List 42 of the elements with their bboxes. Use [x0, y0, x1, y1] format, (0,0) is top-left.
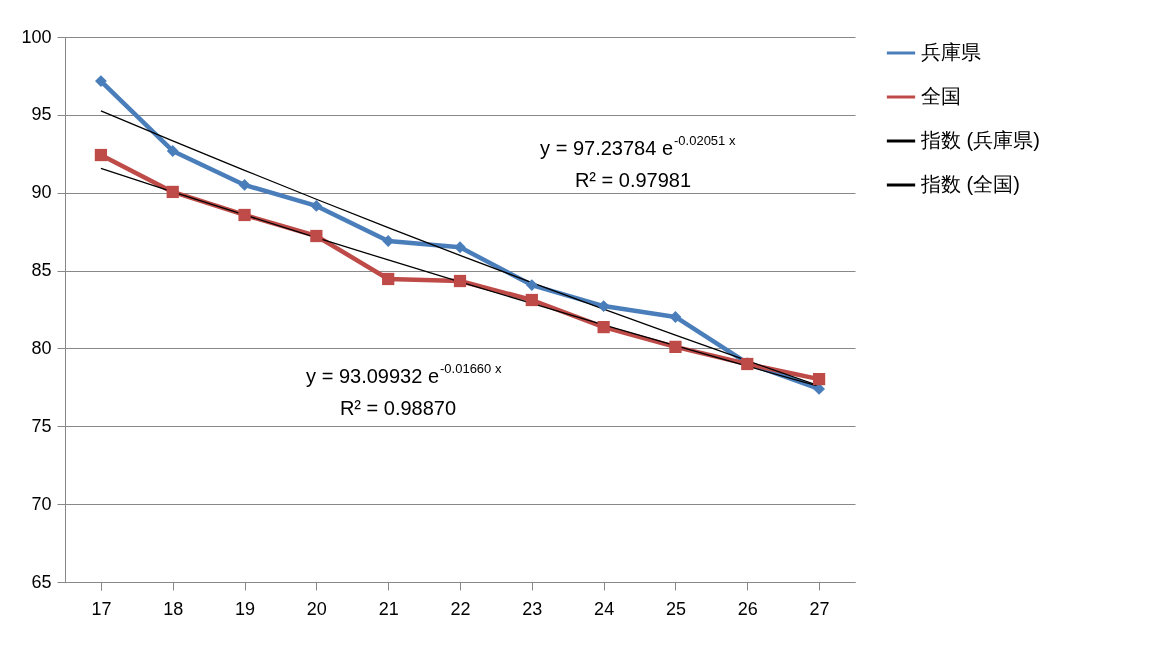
legend-label: 指数 (全国) — [920, 173, 1020, 195]
x-tick-label: 17 — [91, 598, 112, 619]
point — [310, 229, 323, 243]
point — [669, 340, 682, 353]
y-tick-label: 95 — [31, 104, 52, 125]
legend-label: 指数 (兵庫県) — [920, 129, 1040, 151]
point — [669, 311, 682, 323]
point — [94, 148, 108, 162]
y-tick-label: 75 — [31, 415, 52, 436]
annotation: R² = 0.98870 — [339, 397, 457, 419]
y-tick-label: 65 — [31, 571, 52, 592]
x-tick-label: 18 — [163, 598, 184, 619]
y-tick-label: 80 — [31, 337, 52, 358]
point — [525, 279, 538, 291]
x-tick-label: 20 — [306, 598, 327, 619]
point — [94, 75, 107, 87]
point — [166, 185, 179, 199]
x-tick-label: 25 — [665, 598, 686, 619]
x-tick-label: 19 — [235, 598, 256, 619]
x-tick-label: 24 — [594, 598, 615, 619]
legend-label: 兵庫県 — [921, 41, 981, 63]
point — [238, 179, 251, 191]
point — [597, 320, 610, 334]
y-tick-label: 90 — [31, 182, 52, 203]
point — [238, 208, 251, 222]
legend-label: 全国 — [921, 85, 961, 107]
point — [597, 300, 610, 312]
x-tick-label: 22 — [450, 598, 471, 619]
y-tick-label: 100 — [21, 26, 52, 47]
y-tick-label: 70 — [31, 493, 52, 514]
x-tick-label: 26 — [737, 598, 758, 619]
point — [453, 274, 467, 288]
point — [382, 272, 395, 286]
point — [310, 200, 323, 212]
y-tick-label: 85 — [31, 260, 52, 281]
x-tick-label: 27 — [809, 598, 830, 619]
x-tick-label: 23 — [522, 598, 543, 619]
x-tick-label: 21 — [378, 598, 399, 619]
point — [525, 293, 538, 307]
annotation: R² = 0.97981 — [574, 169, 692, 191]
point — [812, 372, 826, 386]
point — [166, 145, 179, 157]
